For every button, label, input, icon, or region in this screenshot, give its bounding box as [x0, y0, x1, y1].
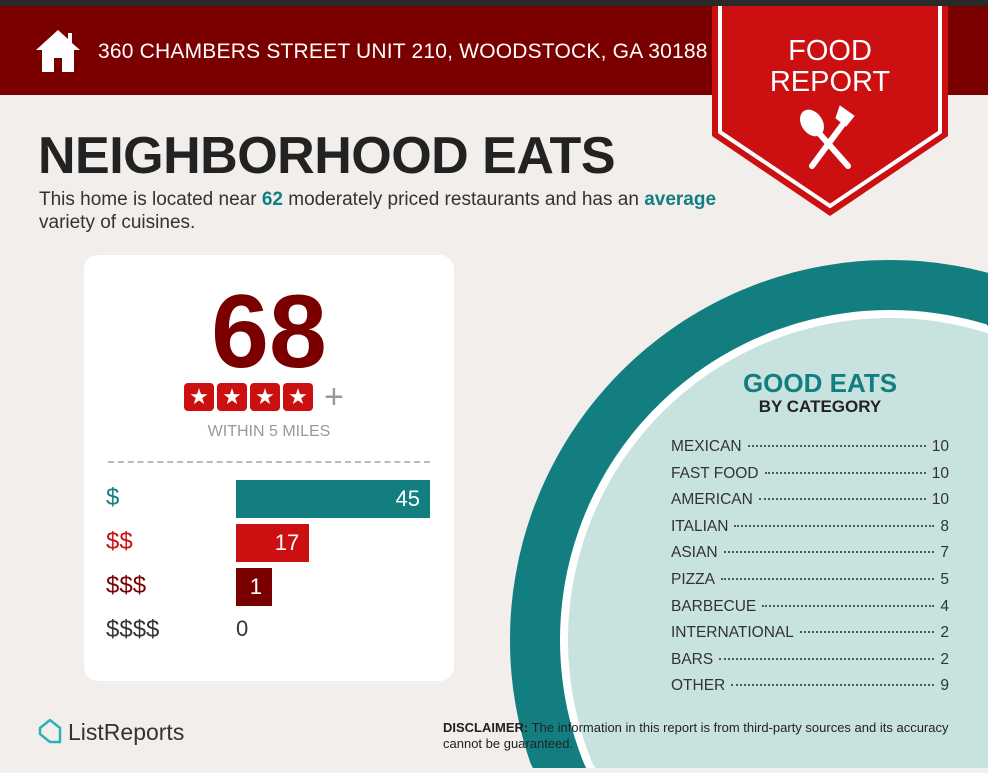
star-icon: ★: [217, 383, 247, 411]
category-list: MEXICAN 10 FAST FOOD 10 AMERICAN 10 ITALIAN 8 AS…: [671, 438, 949, 704]
category-count: 7: [940, 544, 949, 562]
category-name: PIZZA: [671, 570, 715, 588]
category-item: FAST FOOD 10: [671, 465, 949, 492]
within-label: WITHIN 5 MILES: [207, 423, 331, 440]
category-count: 9: [940, 677, 949, 695]
star-icon: ★: [250, 383, 280, 411]
category-name: FAST FOOD: [671, 464, 759, 482]
dot-leader: [758, 498, 926, 501]
house-icon: [36, 30, 80, 72]
dot-leader: [723, 551, 935, 554]
price-label: $$: [106, 528, 133, 555]
listreports-logo: ListReports: [38, 718, 184, 746]
category-item: BARBECUE 4: [671, 598, 949, 625]
disclaimer: DISCLAIMER: The information in this repo…: [443, 720, 949, 751]
price-row: $$$ 1: [106, 568, 436, 606]
category-count: 10: [931, 491, 949, 509]
divider: [108, 461, 430, 463]
category-count: 2: [940, 624, 949, 642]
category-count: 5: [940, 570, 949, 588]
score-card: 68 ★ ★ ★ ★ + WITHIN 5 MILES $45 $$ 17 $$$ 1 $…: [84, 255, 454, 681]
dot-leader: [734, 524, 935, 527]
category-count: 2: [940, 650, 949, 668]
badge-line-1: FOOD: [788, 35, 872, 67]
dot-leader: [720, 577, 935, 580]
dot-leader: [719, 657, 935, 660]
category-item: BARS 2: [671, 651, 949, 678]
page-title: NEIGHBORHOOD EATS: [38, 127, 616, 185]
good-eats-subtitle: BY CATEGORY: [758, 397, 882, 416]
food-report-badge: FOOD REPORT: [712, 6, 948, 216]
plus-icon: +: [324, 378, 344, 416]
category-item: ITALIAN 8: [671, 518, 949, 545]
price-bar: 1: [236, 568, 272, 606]
category-name: MEXICAN: [671, 438, 742, 455]
price-bar: 17: [236, 524, 310, 562]
dot-leader: [764, 471, 926, 474]
category-name: ITALIAN: [671, 517, 729, 535]
logo-icon: [38, 718, 62, 744]
category-item: MEXICAN 10: [671, 438, 949, 465]
top-border: [0, 0, 988, 6]
star-rating: ★ ★ ★ ★ +: [184, 378, 344, 416]
dot-leader: [747, 445, 926, 447]
category-item: PIZZA 5: [671, 571, 949, 598]
price-label: $$$$: [106, 616, 160, 643]
summary-text: This home is located near 62 moderately …: [39, 189, 717, 233]
category-count: 4: [940, 597, 949, 615]
price-bar: 45: [236, 480, 430, 518]
price-row: $$$$ 0: [106, 612, 436, 650]
category-item: OTHER 9: [671, 677, 949, 704]
food-score: 68: [211, 274, 327, 390]
category-name: ASIAN: [671, 544, 718, 562]
category-item: AMERICAN 10: [671, 491, 949, 518]
badge-line-2: REPORT: [769, 66, 891, 98]
category-count: 10: [931, 464, 949, 482]
category-count: 10: [931, 438, 949, 455]
property-address: 360 CHAMBERS STREET UNIT 210, WOODSTOCK,…: [98, 40, 708, 63]
variety-level: average: [644, 189, 717, 210]
price-label: $$$: [106, 572, 147, 599]
price-row: $$ 17: [106, 524, 436, 562]
price-label: $: [106, 484, 120, 511]
category-item: ASIAN 7: [671, 544, 949, 571]
price-row: $45: [106, 480, 436, 518]
category-name: BARS: [671, 650, 714, 668]
spoon-fork-icon: [800, 105, 855, 169]
star-icon: ★: [283, 383, 313, 411]
good-eats-heading: GOOD EATS BY CATEGORY: [660, 368, 980, 417]
category-item: INTERNATIONAL 2: [671, 624, 949, 651]
dot-leader: [799, 631, 935, 634]
good-eats-title: GOOD EATS: [742, 368, 898, 398]
category-count: 8: [940, 517, 949, 535]
price-value: 0: [236, 616, 249, 641]
star-icon: ★: [184, 383, 214, 411]
category-name: BARBECUE: [671, 597, 757, 615]
category-name: OTHER: [671, 677, 726, 695]
circle-inner-fill: [568, 318, 988, 768]
dot-leader: [762, 604, 935, 607]
category-name: AMERICAN: [671, 491, 753, 509]
restaurant-count: 62: [261, 189, 283, 210]
dot-leader: [731, 684, 935, 687]
category-name: INTERNATIONAL: [671, 624, 794, 642]
